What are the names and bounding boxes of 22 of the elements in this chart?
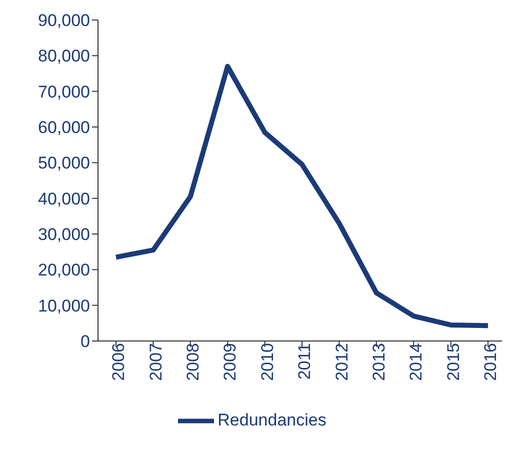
y-tick-label: 70,000 [38, 82, 90, 102]
y-tick-label: 60,000 [38, 118, 90, 138]
y-tick-label: 10,000 [38, 296, 90, 316]
y-tick-label: 0 [80, 332, 90, 352]
y-tick-label: 40,000 [38, 189, 90, 208]
x-tick-label: 2016 [481, 343, 500, 381]
x-tick-label: 2007 [146, 343, 166, 381]
y-tick-label: 20,000 [38, 260, 90, 280]
x-tick-label: 2010 [258, 343, 277, 381]
x-tick-label: 2008 [183, 343, 202, 381]
x-tick-label: 2011 [295, 343, 314, 380]
y-tick-label: 50,000 [38, 154, 90, 173]
y-tick-label: 80,000 [38, 46, 90, 66]
y-tick-label: 90,000 [38, 11, 90, 30]
x-tick-label: 2013 [369, 343, 388, 381]
y-tick-label: 30,000 [38, 225, 90, 244]
x-tick-label: 2015 [444, 343, 463, 381]
legend-label: Redundancies [218, 410, 326, 430]
x-tick-label: 2012 [332, 343, 352, 381]
x-tick-label: 2009 [220, 343, 240, 381]
x-tick-label: 2014 [406, 343, 426, 381]
x-tick-label: 2006 [109, 343, 128, 381]
